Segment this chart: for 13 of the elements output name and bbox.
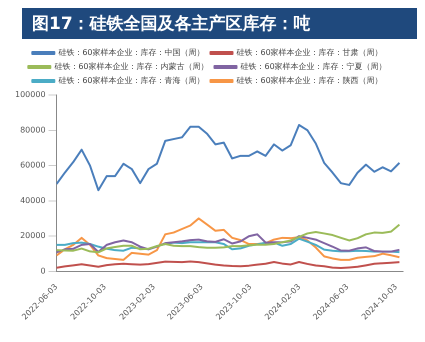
legend-label: 硅铁：60家样本企业：库存：中国（周） bbox=[57, 48, 205, 58]
legend-label: 硅铁：60家样本企业：库存：内蒙古（周） bbox=[53, 62, 209, 72]
legend-label: 硅铁：60家样本企业：库存：甘肃（周） bbox=[236, 48, 383, 58]
legend-label: 硅铁：60家样本企业：库存：陕西（周） bbox=[236, 76, 383, 86]
legend-label: 硅铁：60家样本企业：库存：宁夏（周） bbox=[240, 62, 387, 72]
y-tick-label: 80000 bbox=[20, 125, 46, 134]
y-tick-label: 0 bbox=[40, 266, 46, 276]
legend-label: 硅铁：60家样本企业：库存：青海（周） bbox=[57, 76, 205, 86]
chart-title: 图17：硅铁全国及各主产区库存：吨 bbox=[22, 8, 417, 39]
y-tick-label: 100000 bbox=[14, 90, 46, 100]
y-tick-label: 40000 bbox=[20, 196, 46, 205]
y-tick-label: 20000 bbox=[20, 231, 46, 240]
y-tick-label: 60000 bbox=[20, 160, 46, 170]
